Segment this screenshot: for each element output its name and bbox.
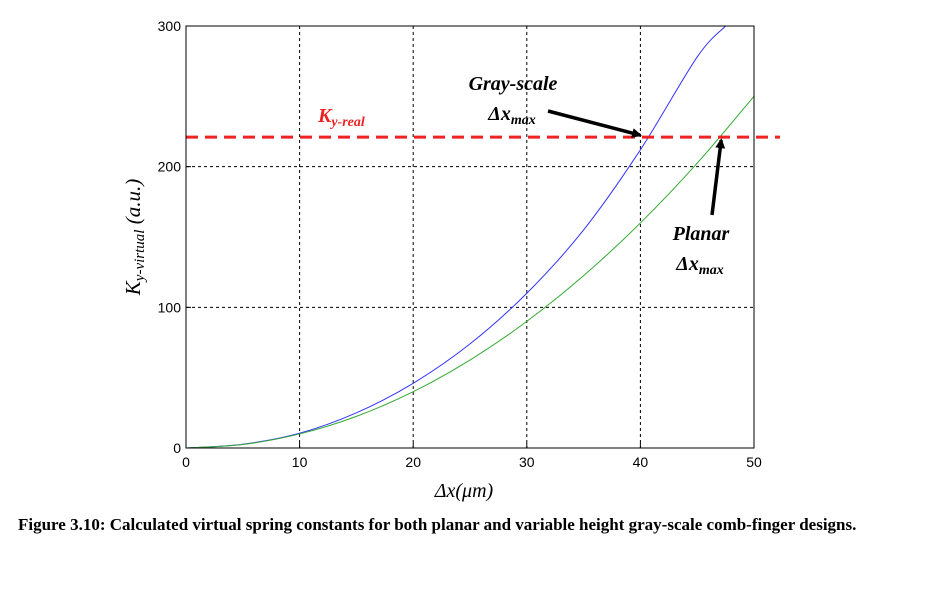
x-tick-label: 40	[633, 454, 649, 470]
grayscale-annotation-max: max	[511, 113, 536, 128]
grid	[186, 26, 754, 448]
plot-area	[186, 26, 754, 448]
series-layer	[185, 25, 755, 449]
x-tick-label: 20	[405, 454, 421, 470]
figure-caption-text: Calculated virtual spring constants for …	[105, 515, 857, 534]
y-tick-label: 200	[158, 159, 182, 175]
y-axis-title-base: K	[121, 280, 145, 296]
y-axis-title: Ky-virtual (a.u.)	[121, 179, 148, 296]
ky-real-label: Ky-real	[317, 105, 365, 130]
y-tick-label: 100	[158, 299, 182, 315]
x-tick-label: 0	[182, 454, 190, 470]
x-axis-title: Δx(μm)	[434, 480, 494, 502]
figure-caption-label: Figure 3.10:	[18, 515, 106, 534]
ky-real-label-sub: y-real	[329, 115, 365, 130]
y-tick-label: 0	[173, 440, 181, 456]
x-tick-label: 50	[746, 454, 762, 470]
x-tick-labels: 0 10 20 30 40 50	[182, 443, 762, 470]
ky-real-label-base: K	[317, 105, 333, 127]
figure-caption: Figure 3.10: Calculated virtual spring c…	[18, 514, 898, 536]
grayscale-annotation-line2: Δxmax	[487, 103, 535, 128]
grayscale-annotation-line1: Gray-scale	[469, 73, 558, 95]
planar-annotation-line2: Δxmax	[675, 253, 723, 278]
x-tick-label: 30	[519, 454, 535, 470]
y-tick-label: 300	[158, 18, 182, 34]
planar-arrow	[710, 138, 726, 216]
planar-annotation-max: max	[699, 263, 724, 278]
x-tick-label: 10	[292, 454, 308, 470]
grayscale-arrow	[547, 109, 643, 138]
grayscale-annotation-dx: Δx	[487, 103, 511, 125]
series-line-gray-scale	[185, 25, 726, 449]
y-tick-labels: 0 100 200 300	[158, 18, 191, 456]
series-line-planar	[185, 96, 755, 449]
planar-annotation-line1: Planar	[672, 223, 730, 245]
y-axis-title-sub: y-virtual	[132, 230, 148, 284]
plot-frame	[185, 25, 755, 449]
y-axis-title-rest: (a.u.)	[121, 179, 145, 230]
planar-annotation-dx: Δx	[675, 253, 699, 275]
